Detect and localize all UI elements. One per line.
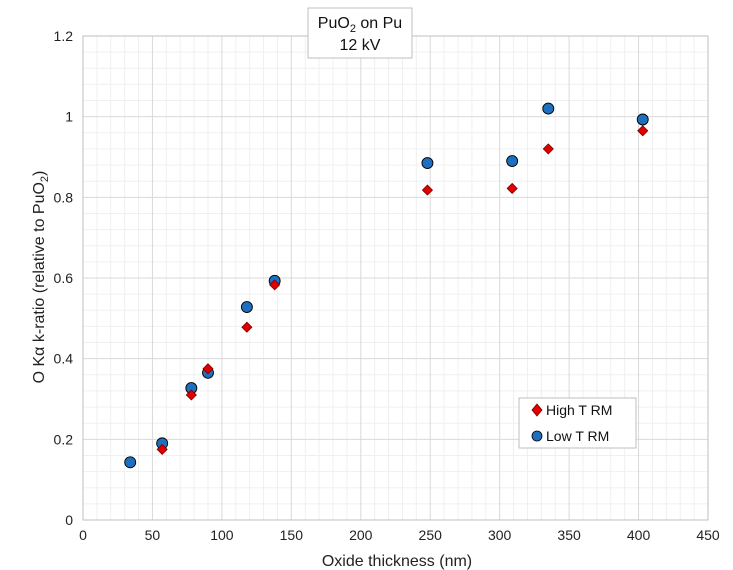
x-tick-label: 400 (627, 527, 651, 543)
high-t-rm-point (241, 321, 253, 333)
x-tick-label: 350 (557, 527, 581, 543)
y-tick-label: 0.6 (54, 270, 74, 286)
y-axis-title: O Kα k-ratio (relative to PuO2) (31, 171, 51, 384)
y-axis-title-base: O Kα k-ratio (relative to PuO (31, 182, 48, 383)
y-tick-label: 1.2 (54, 28, 74, 44)
y-tick-label: 1 (65, 109, 73, 125)
x-tick-label: 150 (280, 527, 304, 543)
high-t-rm-point (421, 184, 434, 196)
low-t-rm-point (421, 157, 434, 170)
high-t-rm-point (637, 125, 649, 137)
low-t-rm-point (240, 301, 253, 313)
chart-title-line2: 12 kV (340, 37, 381, 54)
y-tick-label: 0.4 (54, 351, 74, 367)
legend-label-high-t-rm: High T RM (546, 402, 612, 418)
low-t-rm-point (636, 113, 649, 126)
x-tick-label: 50 (145, 527, 161, 543)
high-t-rm-point (542, 143, 554, 155)
chart-title-base: PuO (318, 15, 350, 32)
y-tick-label: 0 (65, 512, 73, 528)
high-t-rm-point (269, 279, 281, 291)
x-tick-label: 200 (349, 527, 373, 543)
high-t-rm-point (156, 443, 168, 455)
chart-title-line1: PuO2 on Pu (318, 15, 402, 35)
x-tick-label: 100 (210, 527, 234, 543)
x-axis-tick-labels: 0 50 100 150 200 250 300 350 400 450 (79, 527, 720, 543)
low-t-rm-point (542, 102, 555, 115)
x-tick-label: 0 (79, 527, 87, 543)
high-t-rm-point (202, 363, 214, 375)
high-t-rm-point (185, 389, 197, 401)
y-axis-title-subscript: 2 (39, 176, 51, 182)
high-t-rm-point (506, 182, 518, 195)
data-points (124, 102, 649, 469)
low-t-rm-point (124, 456, 137, 469)
legend: High T RM Low T RM (518, 397, 637, 449)
chart-title-frame (307, 7, 413, 59)
legend-label-low-t-rm: Low T RM (546, 428, 609, 444)
chart-title-subscript: 2 (350, 23, 356, 35)
chart-title-rest: on Pu (356, 15, 402, 32)
y-tick-label: 0.8 (54, 189, 74, 205)
low-t-rm-point (506, 155, 519, 167)
x-tick-label: 300 (488, 527, 512, 543)
x-tick-label: 450 (696, 527, 720, 543)
y-tick-label: 0.2 (54, 431, 74, 447)
y-axis-title-rest: ) (31, 171, 48, 176)
chart-title-box: PuO2 on Pu 12 kV (307, 7, 413, 59)
x-axis-title: Oxide thickness (nm) (322, 553, 472, 570)
x-tick-label: 250 (419, 527, 443, 543)
legend-circle-marker (531, 430, 543, 442)
y-axis-tick-labels: 0 0.2 0.4 0.6 0.8 1 1.2 (54, 28, 74, 528)
legend-diamond-marker (531, 403, 543, 417)
